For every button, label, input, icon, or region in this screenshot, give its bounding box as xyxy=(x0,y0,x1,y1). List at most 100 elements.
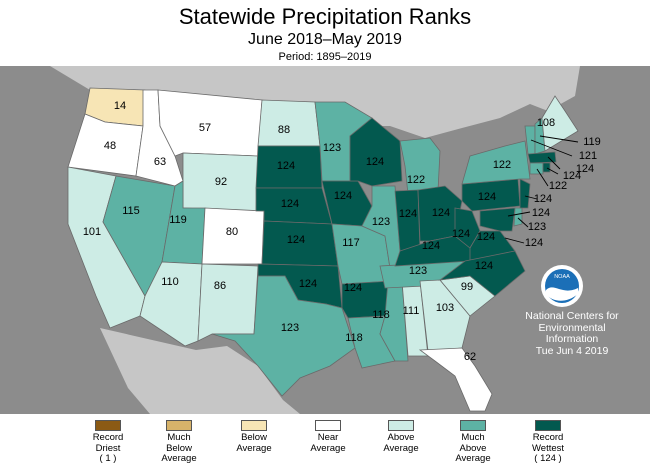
rank-label-MD: 124 xyxy=(532,207,550,219)
ncei-credit-line2: Environmental xyxy=(538,321,606,334)
rank-label-IN: 124 xyxy=(399,208,417,220)
rank-label-NJ: 124 xyxy=(534,193,552,205)
rank-label-AL: 111 xyxy=(403,305,420,317)
map-period: Period: 1895–2019 xyxy=(278,51,372,63)
rank-label-SD: 124 xyxy=(277,160,295,172)
leader-line-VT xyxy=(530,139,573,157)
state-FL xyxy=(418,347,493,412)
rank-label-NE: 124 xyxy=(281,198,299,210)
leader-line-VA xyxy=(504,237,525,244)
rank-label-KS: 124 xyxy=(287,234,305,246)
rank-label-VT: 121 xyxy=(579,150,597,162)
leader-line-DE xyxy=(517,217,529,228)
legend-swatch-record-driest xyxy=(95,420,121,431)
legend-swatch-much-below xyxy=(166,420,192,431)
legend-label-above: Above Average xyxy=(383,432,419,454)
rank-label-OR: 48 xyxy=(104,140,116,152)
state-CT xyxy=(529,162,544,175)
map-subtitle: June 2018–May 2019 xyxy=(248,31,402,48)
state-NM xyxy=(197,263,259,342)
legend-swatch-above xyxy=(388,420,414,431)
legend-item-record-wettest: Record Wettest( 124 ) xyxy=(513,420,583,465)
legend-label-much-above: Much Above Average xyxy=(455,432,491,464)
rank-label-MI: 122 xyxy=(407,174,425,186)
state-MD xyxy=(479,207,516,232)
state-NJ xyxy=(519,178,531,209)
rank-label-WA: 14 xyxy=(114,100,126,112)
rank-label-CO: 80 xyxy=(226,226,238,238)
rank-label-ID: 63 xyxy=(154,156,166,168)
leader-line-NH xyxy=(539,135,579,143)
rank-label-UT: 119 xyxy=(169,214,187,226)
legend-item-record-driest: Record Driest( 1 ) xyxy=(73,420,143,465)
legend-swatch-much-above xyxy=(460,420,486,431)
rank-label-WV: 124 xyxy=(452,228,470,240)
rank-label-KY: 124 xyxy=(422,240,440,252)
rank-label-MT: 57 xyxy=(199,122,211,134)
state-MA xyxy=(527,151,557,164)
legend-swatch-below xyxy=(241,420,267,431)
state-GA xyxy=(419,279,471,352)
leader-line-NJ xyxy=(524,195,538,200)
rank-label-WI: 124 xyxy=(366,156,384,168)
rank-label-NV: 115 xyxy=(122,205,140,217)
ncei-credit-line1: National Centers for xyxy=(525,310,619,322)
rank-label-OH: 124 xyxy=(432,207,450,219)
rank-label-MA: 124 xyxy=(576,163,594,175)
leader-line-CT xyxy=(536,168,549,187)
rank-label-OK: 124 xyxy=(299,278,317,290)
rank-label-CT: 122 xyxy=(549,180,567,192)
rank-label-TX: 123 xyxy=(281,322,299,334)
legend-label-record-driest: Record Driest( 1 ) xyxy=(92,432,124,464)
rank-label-ME: 108 xyxy=(537,117,555,129)
rank-label-RI: 124 xyxy=(563,170,581,182)
legend-label-near: Near Average xyxy=(310,432,346,454)
state-rank-labels: 14 48 63 57 92 101 115 119 80 110 86 88 … xyxy=(83,100,601,363)
rank-label-MO: 117 xyxy=(342,237,360,249)
ncei-credit: National Centers for Environmental Infor… xyxy=(507,310,637,357)
rank-label-FL: 62 xyxy=(464,351,476,363)
rank-label-SC: 99 xyxy=(461,281,473,293)
ncei-credit-line3: Information xyxy=(545,333,599,345)
state-RI xyxy=(542,162,551,173)
noaa-logo-text: NOAA xyxy=(554,274,570,280)
state-DE xyxy=(513,207,523,227)
rank-label-NY: 122 xyxy=(493,159,511,171)
leader-line-MA xyxy=(547,156,561,170)
rank-label-CA: 101 xyxy=(83,226,101,238)
rank-label-IL: 123 xyxy=(372,216,390,228)
legend-swatch-record-wettest xyxy=(535,420,561,431)
rank-label-MN: 123 xyxy=(323,142,341,154)
rank-label-AZ: 110 xyxy=(161,276,179,288)
rank-label-VA: 124 xyxy=(477,231,495,243)
mexico-landmass xyxy=(100,328,300,414)
noaa-logo: NOAA xyxy=(541,265,583,307)
legend-item-below: Below Average xyxy=(219,420,289,454)
rank-label-VA-lead: 124 xyxy=(525,237,543,249)
leader-line-MD xyxy=(507,211,531,217)
leader-line-RI xyxy=(546,167,559,175)
state-NC xyxy=(438,250,526,297)
rank-label-AR: 124 xyxy=(344,282,362,294)
legend: Record Driest( 1 ) Much Below Average Below… xyxy=(0,420,650,475)
legend-item-much-below: Much Below Average xyxy=(144,420,214,465)
rank-label-LA: 118 xyxy=(345,332,363,344)
noaa-logo-wave xyxy=(546,287,578,301)
state-WI xyxy=(349,117,403,187)
map-title: Statewide Precipitation Ranks xyxy=(178,4,472,29)
rank-label-PA: 124 xyxy=(478,191,496,203)
legend-label-below: Below Average xyxy=(236,432,272,454)
legend-item-above: Above Average xyxy=(366,420,436,454)
rank-label-DE: 123 xyxy=(528,221,546,233)
rank-label-MS: 118 xyxy=(372,309,390,321)
legend-item-much-above: Much Above Average xyxy=(438,420,508,465)
legend-label-much-below: Much Below Average xyxy=(161,432,197,464)
legend-swatch-near xyxy=(315,420,341,431)
precipitation-rank-map: 14 48 63 57 92 101 115 119 80 110 86 88 … xyxy=(0,66,650,414)
ncei-credit-date: Tue Jun 4 2019 xyxy=(535,344,609,357)
legend-label-record-wettest: Record Wettest( 124 ) xyxy=(531,432,565,464)
rank-label-NC: 124 xyxy=(475,260,493,272)
rank-label-NH: 119 xyxy=(583,136,601,148)
rank-label-WY: 92 xyxy=(215,176,227,188)
rank-label-TN: 123 xyxy=(409,265,427,277)
